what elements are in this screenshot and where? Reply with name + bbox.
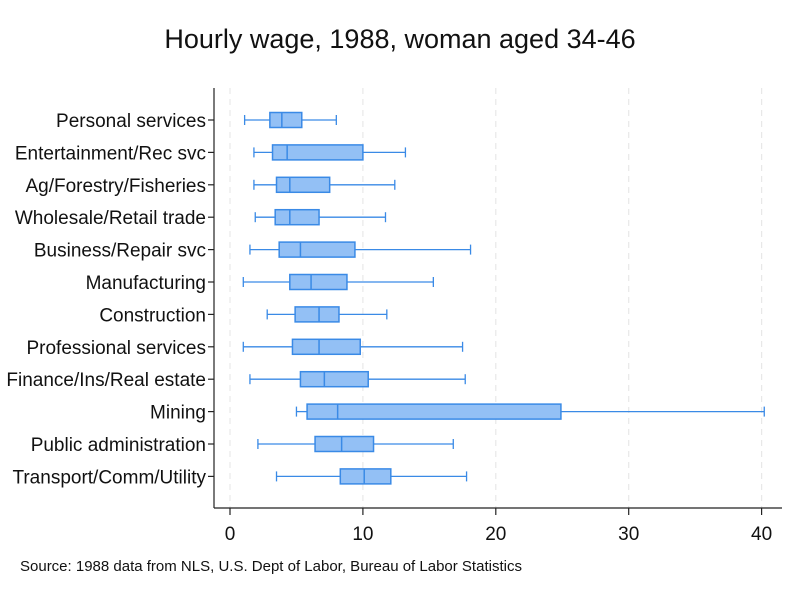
category-label-6: Construction xyxy=(99,305,206,326)
chart-title: Hourly wage, 1988, woman aged 34-46 xyxy=(164,24,635,54)
box-iqr-1 xyxy=(271,144,364,161)
box-iqr-9 xyxy=(306,403,562,420)
x-tick-label-4: 40 xyxy=(751,524,772,545)
category-label-11: Transport/Comm/Utility xyxy=(12,467,206,488)
category-label-1: Entertainment/Rec svc xyxy=(15,143,206,164)
box-iqr-6 xyxy=(294,306,340,323)
box-3 xyxy=(254,208,387,226)
category-label-5: Manufacturing xyxy=(86,273,206,294)
box-10 xyxy=(257,435,454,453)
box-series xyxy=(242,111,765,485)
box-iqr-5 xyxy=(289,273,348,291)
x-tick-label-0: 0 xyxy=(225,524,236,545)
box-5 xyxy=(242,273,434,291)
category-labels: Personal services Entertainment/Rec svc Ag… xyxy=(6,111,214,488)
box-6 xyxy=(266,306,388,323)
box-iqr-0 xyxy=(269,111,303,129)
box-iqr-8 xyxy=(299,370,369,388)
box-2 xyxy=(253,176,396,194)
category-label-4: Business/Repair svc xyxy=(34,241,206,262)
box-iqr-4 xyxy=(278,241,356,258)
x-tick-label-2: 20 xyxy=(485,524,506,545)
box-4 xyxy=(249,241,472,258)
axes xyxy=(213,88,782,509)
category-label-0: Personal services xyxy=(56,111,206,132)
box-7 xyxy=(242,338,464,356)
category-label-3: Wholesale/Retail trade xyxy=(15,208,206,229)
box-iqr-7 xyxy=(291,338,361,356)
box-8 xyxy=(249,370,466,388)
box-0 xyxy=(243,111,337,129)
category-label-8: Finance/Ins/Real estate xyxy=(6,370,206,391)
category-label-9: Mining xyxy=(150,403,206,424)
x-tick-label-3: 30 xyxy=(618,524,639,545)
x-tick-label-1: 10 xyxy=(352,524,373,545)
box-iqr-2 xyxy=(275,176,331,194)
box-iqr-11 xyxy=(339,468,392,485)
box-1 xyxy=(253,144,407,161)
box-9 xyxy=(295,403,765,420)
box-iqr-3 xyxy=(274,208,320,226)
x-axis-ticks: 0 10 20 30 40 xyxy=(225,508,772,545)
box-11 xyxy=(275,468,468,485)
category-label-10: Public administration xyxy=(31,435,206,456)
source-note: Source: 1988 data from NLS, U.S. Dept of… xyxy=(20,558,522,575)
category-label-7: Professional services xyxy=(26,338,206,359)
category-label-2: Ag/Forestry/Fisheries xyxy=(25,176,206,197)
box-iqr-10 xyxy=(314,435,375,453)
